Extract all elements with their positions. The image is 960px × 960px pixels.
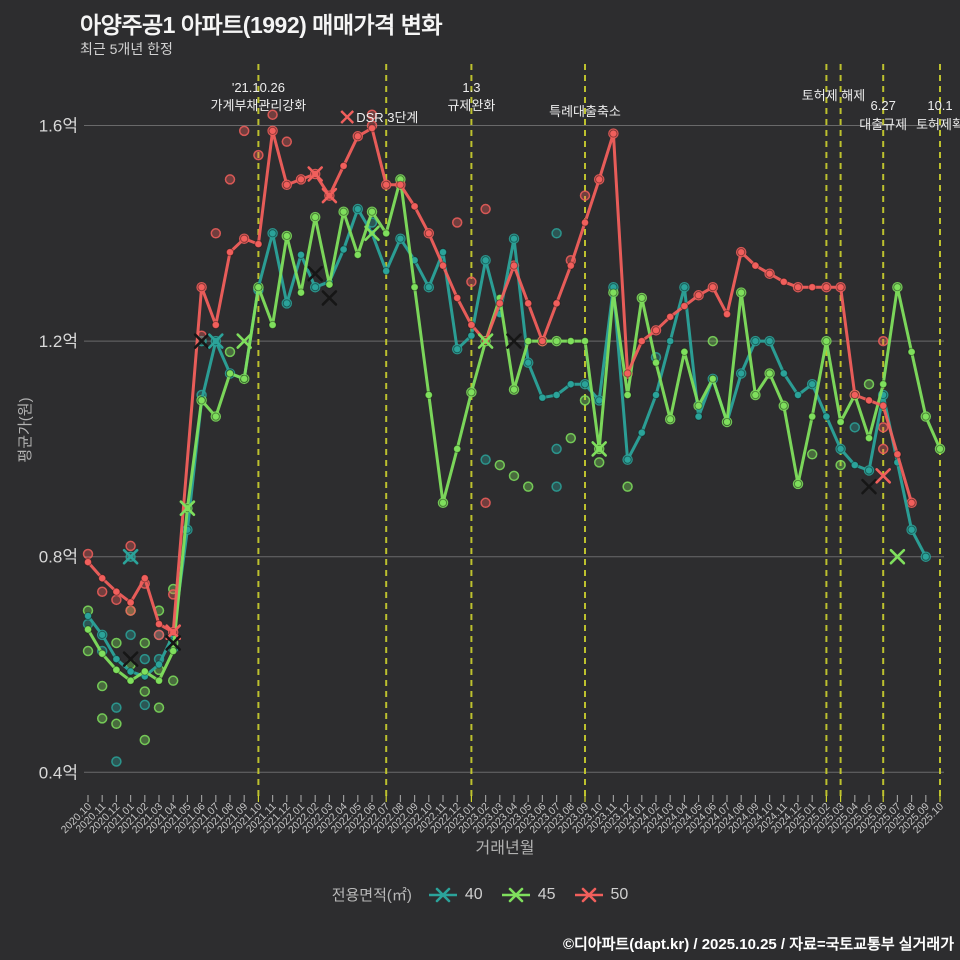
event-label: 10.1 bbox=[927, 98, 952, 113]
footer-credit: ©디아파트(dapt.kr) / 2025.10.25 / 자료=국토교통부 실… bbox=[562, 936, 954, 953]
event-label: '21.10.26 bbox=[232, 80, 285, 95]
legend-title: 전용면적(㎡) bbox=[331, 887, 412, 904]
event-label: 규제완화 bbox=[447, 98, 495, 113]
legend-marker-icon bbox=[428, 887, 457, 902]
y-axis-title: 평균가(원) bbox=[17, 397, 34, 462]
legend: 전용면적(㎡) 40 45 50 bbox=[0, 884, 960, 905]
series-line-45 bbox=[83, 175, 945, 685]
y-tick-label: 0.8억 bbox=[39, 548, 78, 567]
page-title: 아양주공1 아파트(1992) 매매가격 변화 bbox=[80, 12, 443, 38]
event-label: 1.3 bbox=[462, 80, 480, 95]
legend-item-40[interactable]: 40 bbox=[428, 886, 483, 904]
x-axis: 2020.102020.112020.122021.012021.022021.… bbox=[59, 795, 946, 836]
event-label: 6.27 bbox=[871, 98, 896, 113]
legend-marker-icon bbox=[501, 887, 530, 902]
legend-item-label: 50 bbox=[610, 885, 629, 903]
event-label: 토허제 해제 bbox=[802, 88, 865, 103]
legend-items: 40 45 50 bbox=[428, 886, 628, 904]
page-subtitle: 최근 5개년 한정 bbox=[80, 41, 173, 57]
legend-item-50[interactable]: 50 bbox=[574, 885, 629, 904]
event-label: DSR 3단계 bbox=[356, 110, 418, 125]
event-label: 토허제확 bbox=[916, 117, 960, 132]
series-line-40 bbox=[83, 204, 930, 681]
legend-item-label: 45 bbox=[537, 885, 556, 903]
series-line-50 bbox=[83, 124, 916, 637]
legend-marker-icon bbox=[574, 887, 603, 902]
event-label: 가계부채관리강화 bbox=[211, 98, 307, 113]
y-tick-label: 1.6억 bbox=[39, 117, 78, 136]
x-markers bbox=[122, 166, 906, 667]
legend-item-45[interactable]: 45 bbox=[501, 886, 556, 904]
event-label: 특례대출축소 bbox=[549, 104, 621, 119]
y-tick-label: 0.4억 bbox=[39, 763, 78, 782]
scatter-points bbox=[82, 109, 946, 767]
y-tick-label: 1.2억 bbox=[39, 332, 78, 351]
event-label: 대출규제 bbox=[859, 117, 907, 132]
x-axis-title: 거래년월 bbox=[476, 839, 535, 857]
legend-item-label: 40 bbox=[464, 885, 483, 903]
